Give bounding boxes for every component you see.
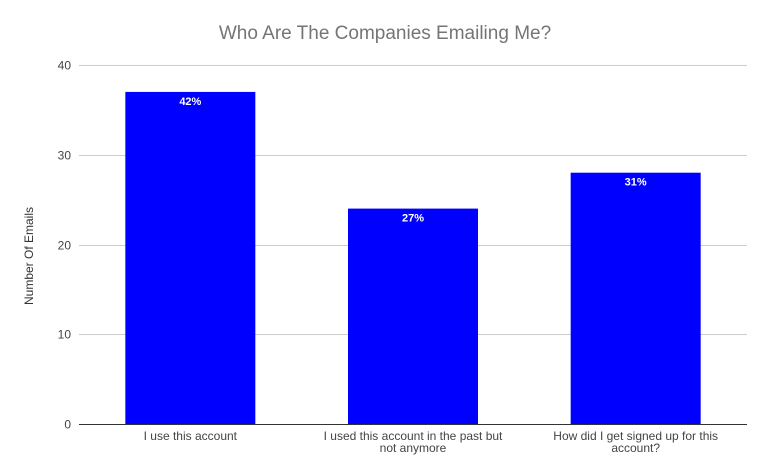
x-category-labels: I use this account I used this account in… (144, 429, 718, 455)
bars (125, 91, 701, 425)
data-label: 31% (625, 177, 647, 189)
chart-title: Who Are The Companies Emailing Me? (219, 23, 551, 44)
bar (125, 91, 256, 425)
y-tick-label: 30 (58, 149, 72, 163)
y-axis-label: Number Of Emails (22, 207, 36, 305)
x-category-label: I used this account in the past but (324, 429, 503, 443)
x-category-label: How did I get signed up for this (553, 429, 718, 443)
bar (570, 172, 701, 424)
x-category-label: not anymore (380, 441, 447, 455)
y-tick-labels: 0 10 20 30 40 (58, 59, 72, 432)
y-tick-label: 10 (58, 328, 72, 342)
x-category-label: I use this account (144, 429, 238, 443)
y-tick-label: 0 (64, 418, 71, 432)
x-category-label: account? (611, 441, 660, 455)
data-labels: 42% 27% 31% (179, 96, 647, 225)
bar (348, 208, 478, 424)
y-tick-label: 40 (58, 59, 72, 73)
y-tick-label: 20 (58, 239, 72, 253)
data-label: 27% (402, 213, 424, 225)
data-label: 42% (179, 96, 201, 108)
